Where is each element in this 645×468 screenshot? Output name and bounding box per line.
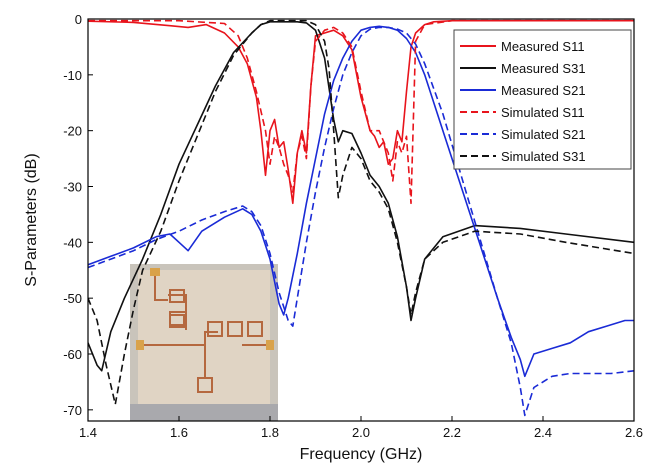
y-tick-label: -60 (63, 347, 82, 362)
legend-items: Measured S11 Measured S31 Measured S21 Simu… (460, 39, 586, 164)
y-tick-label: -30 (63, 180, 82, 195)
x-tick-label: 1.4 (79, 425, 97, 440)
x-tick-label: 2.2 (443, 425, 461, 440)
y-tick-label: -20 (63, 124, 82, 139)
x-tick-label: 2.0 (352, 425, 370, 440)
legend-box (453, 29, 632, 170)
y-tick-label: -70 (63, 403, 82, 418)
legend-label: Measured S21 (501, 83, 586, 98)
y-axis-title: S-Parameters (dB) (23, 153, 40, 286)
legend-label: Measured S31 (501, 61, 586, 76)
series-line-2 (88, 21, 634, 372)
series-layer (88, 19, 634, 417)
x-tick-label: 2.6 (625, 425, 643, 440)
series-line-5 (88, 26, 634, 417)
legend-label: Simulated S21 (501, 127, 586, 142)
y-tick-label: -50 (63, 291, 82, 306)
y-tick-label: -10 (63, 68, 82, 83)
legend-label: Measured S11 (501, 39, 585, 54)
series-line-6 (88, 19, 634, 406)
inset-base (130, 404, 278, 421)
inset-connectors (136, 268, 274, 350)
y-tick-label: -40 (63, 235, 82, 250)
series-line-3 (88, 25, 634, 378)
legend-label: Simulated S11 (501, 105, 585, 120)
series-line-1 (88, 19, 634, 205)
legend-label: Simulated S31 (501, 149, 586, 164)
x-tick-label: 2.4 (534, 425, 552, 440)
y-tick-label: 0 (75, 12, 82, 27)
x-tick-label: 1.8 (261, 425, 279, 440)
inset-traces (140, 272, 272, 393)
series-line-4 (88, 19, 634, 205)
legend: Measured S11 Measured S31 Measured S21 Simu… (453, 29, 632, 170)
circuit-photo-inset (130, 264, 278, 421)
x-tick-label: 1.6 (170, 425, 188, 440)
axes-layer: 1.4 1.6 1.8 2.0 2.2 2.4 2.6 0 -10 -20 -30 -40 -50 -60… (63, 12, 643, 440)
x-axis-title: Frequency (GHz) (300, 446, 423, 463)
